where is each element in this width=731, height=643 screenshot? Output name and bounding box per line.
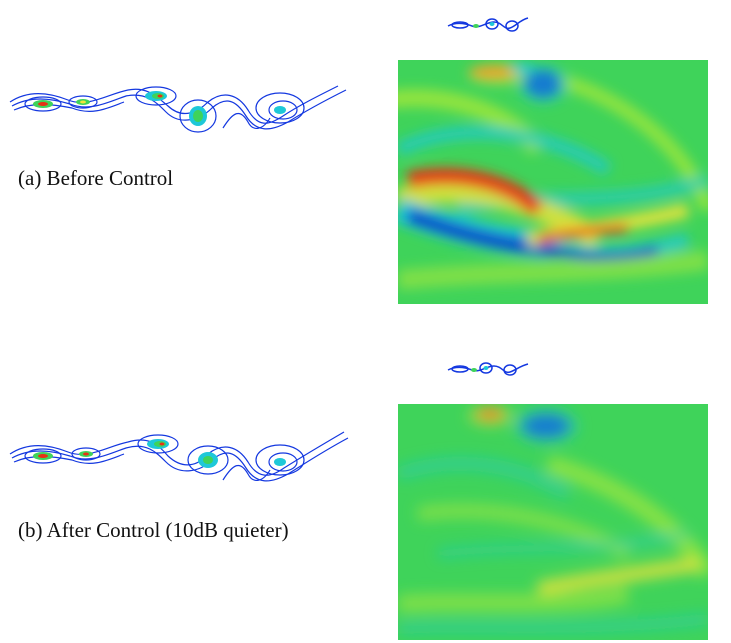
- vortex-contour-plot-before: [8, 72, 353, 144]
- vortex-inset-before: [446, 14, 530, 36]
- acoustic-field-after: [398, 404, 708, 640]
- panel-b-caption: (b) After Control (10dB quieter): [18, 518, 289, 542]
- vortex-inset-after: [446, 358, 530, 380]
- acoustic-field-before: [398, 60, 708, 304]
- panel-a-caption: (a) Before Control: [18, 166, 174, 190]
- vortex-contour-plot-after: [8, 424, 353, 494]
